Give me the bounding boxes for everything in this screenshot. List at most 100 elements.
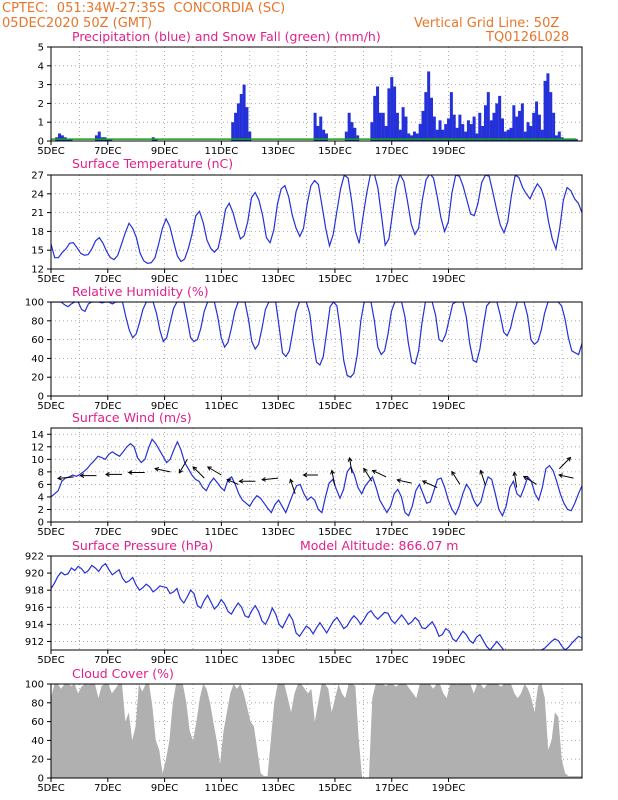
precip-bar	[427, 71, 431, 141]
precip-bar	[537, 114, 541, 141]
y-tick-label: 0	[38, 137, 44, 148]
precip-bar	[543, 80, 547, 141]
wind-arrow-head	[566, 456, 572, 462]
panel-title: Cloud Cover (%)	[72, 666, 174, 681]
y-tick-label: 916	[25, 603, 44, 614]
precip-bar	[407, 133, 411, 141]
precip-bar	[353, 127, 357, 141]
series-line	[51, 438, 582, 518]
precip-bar	[154, 139, 158, 141]
wind-arrow-head	[289, 478, 294, 484]
x-tick-label: 9DEC	[151, 146, 178, 157]
precip-bar	[515, 116, 519, 141]
precip-bar	[571, 139, 575, 141]
plot-border	[50, 427, 583, 523]
precip-bar	[535, 101, 539, 141]
x-tick-label: 7DEC	[94, 146, 121, 157]
y-tick-label: 80	[31, 698, 44, 709]
precip-bar	[529, 125, 533, 141]
precip-bar	[455, 127, 459, 141]
wind-arrow	[154, 468, 171, 473]
wind-arrow-head	[226, 478, 232, 484]
precip-bar	[563, 139, 567, 141]
panel-title: Precipitation (blue) and Snow Fall (gree…	[72, 29, 381, 44]
precip-bar	[458, 114, 462, 141]
wind-arrow-head	[512, 471, 518, 477]
precip-bar	[509, 127, 513, 141]
y-tick-label: 15	[31, 246, 44, 257]
precip-bar	[552, 112, 556, 141]
precip-bar	[546, 73, 550, 141]
precip-bar	[350, 122, 354, 141]
x-tick-label: 15DEC	[318, 401, 352, 412]
wind-arrow	[397, 479, 412, 484]
x-tick-label: 7DEC	[94, 783, 121, 794]
precip-bar	[381, 112, 385, 141]
wind-arrow-head	[79, 473, 85, 478]
precip-bar	[378, 112, 382, 141]
precip-bar	[398, 129, 402, 141]
x-tick-label: 17DEC	[375, 655, 409, 666]
x-tick-label: 5DEC	[37, 783, 64, 794]
precip-bar	[464, 131, 468, 141]
header-code: TQ0126L028	[486, 30, 570, 45]
x-tick-label: 5DEC	[37, 401, 64, 412]
precip-bar	[498, 95, 502, 141]
plot-border	[50, 174, 583, 270]
precip-bar	[97, 131, 101, 141]
precip-bar	[566, 139, 570, 141]
precip-bar	[236, 103, 240, 141]
x-tick-label: 13DEC	[261, 146, 295, 157]
wind-arrow-head	[479, 469, 484, 475]
y-tick-label: 8	[38, 467, 44, 478]
precip-bar	[324, 133, 328, 141]
y-tick-label: 27	[31, 171, 44, 182]
precip-bar	[472, 116, 476, 141]
x-tick-label: 5DEC	[37, 274, 64, 285]
precip-bar	[376, 86, 380, 141]
precip-bar	[242, 84, 246, 141]
precip-bar	[523, 131, 527, 141]
precip-bar	[404, 116, 408, 141]
plot-frame	[50, 174, 583, 270]
precip-bar	[418, 124, 422, 141]
wind-arrow	[192, 466, 205, 479]
panel-title: Surface Pressure (hPa)	[72, 538, 213, 553]
precip-bar	[500, 118, 504, 141]
y-tick-label: 5	[38, 43, 44, 54]
x-tick-label: 17DEC	[375, 274, 409, 285]
precip-bar	[322, 129, 326, 141]
x-tick-label: 9DEC	[151, 401, 178, 412]
precip-bar	[390, 77, 394, 141]
wind-arrow	[227, 479, 239, 485]
x-tick-label: 19DEC	[432, 274, 466, 285]
wind-arrow	[422, 480, 438, 488]
precip-bar	[435, 129, 439, 141]
plot-frame	[50, 301, 583, 397]
precip-bar	[415, 133, 419, 141]
precip-bar	[387, 88, 391, 141]
y-tick-label: 2	[38, 505, 44, 516]
x-tick-label: 15DEC	[318, 783, 352, 794]
y-tick-label: 4	[38, 492, 44, 503]
wind-arrow	[513, 472, 518, 488]
y-tick-label: 80	[31, 316, 44, 327]
precip-bar	[512, 105, 516, 141]
wind-arrow	[451, 471, 461, 485]
x-tick-label: 5DEC	[37, 655, 64, 666]
x-tick-label: 11DEC	[205, 146, 239, 157]
y-tick-label: 3	[38, 80, 44, 91]
series-group	[51, 562, 582, 650]
wind-arrow-head	[451, 470, 456, 476]
precip-bar	[94, 135, 98, 141]
y-tick-label: 6	[38, 480, 44, 491]
precip-bar	[452, 114, 456, 141]
wind-arrow	[480, 470, 486, 486]
precip-bar	[356, 135, 360, 141]
panel-title: Surface Wind (m/s)	[72, 410, 192, 425]
precip-bar	[231, 122, 235, 141]
y-tick-label: 14	[31, 430, 44, 441]
wind-arrow	[331, 470, 336, 486]
precip-bar	[478, 112, 482, 141]
x-tick-label: 19DEC	[432, 146, 466, 157]
